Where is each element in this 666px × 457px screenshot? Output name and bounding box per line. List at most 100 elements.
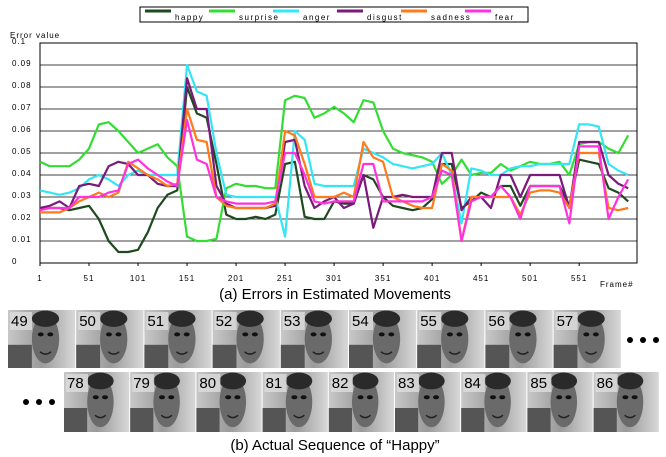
x-tick-label: 401 — [424, 274, 440, 283]
mouth — [491, 414, 504, 419]
label-bg — [463, 374, 486, 392]
eye — [158, 395, 165, 400]
hair — [441, 310, 469, 327]
frame-number: 82 — [332, 375, 349, 392]
face — [441, 314, 469, 364]
hair — [285, 372, 313, 390]
y-tick-label: 0.1 — [12, 37, 26, 46]
label-bg — [198, 374, 221, 392]
face — [100, 314, 128, 364]
plot-frame — [39, 42, 638, 264]
frame-number: 50 — [79, 313, 96, 330]
frame-number: 49 — [11, 313, 28, 330]
frame-number: 79 — [133, 375, 150, 392]
eye — [310, 332, 317, 337]
frame-shadow — [280, 344, 305, 368]
label-bg — [10, 312, 32, 330]
hair — [219, 372, 247, 390]
frame-shadow — [417, 344, 442, 368]
eye — [251, 332, 258, 337]
face-frame: 80 — [196, 372, 262, 432]
eye — [583, 332, 590, 337]
label-bg — [351, 312, 373, 330]
face-frame: 54 — [349, 310, 417, 368]
eye — [174, 332, 181, 337]
eye — [556, 395, 563, 400]
face — [484, 376, 511, 428]
y-axis-label: Error value — [10, 31, 60, 40]
frame-number: 51 — [147, 313, 164, 330]
eye — [423, 395, 430, 400]
face — [509, 314, 537, 364]
mouth — [516, 351, 529, 355]
series-line — [40, 85, 629, 254]
face-frame: 84 — [461, 372, 527, 432]
series-line — [39, 63, 629, 238]
legend-label: happy — [175, 13, 204, 22]
frame-number: 83 — [398, 375, 415, 392]
legend-box — [139, 6, 529, 23]
eye — [499, 395, 506, 400]
eye — [300, 395, 307, 400]
face-frame: 57 — [553, 310, 621, 368]
face-frame: 85 — [527, 372, 593, 432]
face — [87, 376, 114, 428]
frame-shadow — [130, 408, 154, 432]
x-tick-label: 1 — [37, 274, 42, 283]
face-frame: 86 — [593, 372, 659, 432]
y-tick-label: 0.07 — [12, 103, 32, 112]
legend-label: disgust — [367, 13, 403, 22]
mouth — [558, 414, 570, 419]
face-frame: 83 — [395, 372, 461, 432]
y-tick-label: 0.02 — [12, 213, 32, 222]
label-bg — [132, 374, 155, 392]
x-tick-label: 201 — [228, 274, 244, 283]
frame-shadow — [196, 408, 220, 432]
face — [351, 376, 379, 428]
frame-number: 53 — [284, 313, 301, 330]
x-tick-label: 101 — [130, 274, 146, 283]
hair — [31, 310, 60, 327]
label-bg — [529, 374, 552, 392]
frame-shadow — [262, 408, 286, 432]
x-tick-label: 351 — [375, 274, 391, 283]
frame-number: 84 — [464, 375, 481, 392]
hair — [304, 310, 332, 327]
frame-number: 52 — [216, 313, 233, 330]
hair — [616, 372, 644, 390]
mouth — [448, 351, 461, 355]
frame-shadow — [527, 408, 551, 432]
eye — [456, 332, 463, 337]
frame-shadow — [593, 408, 617, 432]
eye — [320, 332, 327, 337]
y-tick-label: 0.03 — [12, 191, 32, 200]
face — [304, 314, 332, 364]
y-tick-label: 0.05 — [12, 147, 32, 156]
mouth — [160, 414, 173, 419]
y-tick-label: 0.08 — [12, 81, 32, 90]
frame-number: 81 — [266, 375, 283, 392]
eye — [168, 395, 175, 400]
label-bg — [282, 312, 305, 330]
face — [577, 314, 605, 364]
eye — [592, 332, 599, 337]
label-bg — [419, 312, 442, 330]
caption-b: (b) Actual Sequence of “Happy” — [230, 437, 439, 454]
caption-a: (a) Errors in Estimated Movements — [219, 286, 451, 303]
frame-shadow — [395, 408, 419, 432]
face — [168, 314, 196, 364]
hair — [372, 310, 401, 327]
x-tick-label: 151 — [179, 274, 195, 283]
y-tick-label: 0.01 — [12, 235, 32, 244]
eye — [489, 395, 496, 400]
x-tick-label: 301 — [326, 274, 342, 283]
frame-shadow — [485, 344, 510, 368]
frame-number: 80 — [199, 375, 216, 392]
x-tick-label: 51 — [84, 274, 95, 283]
frame-number: 86 — [597, 375, 614, 392]
y-tick-label: 0.04 — [12, 169, 32, 178]
eye — [631, 395, 638, 400]
face — [31, 314, 60, 364]
y-tick-label: 0 — [12, 257, 17, 266]
